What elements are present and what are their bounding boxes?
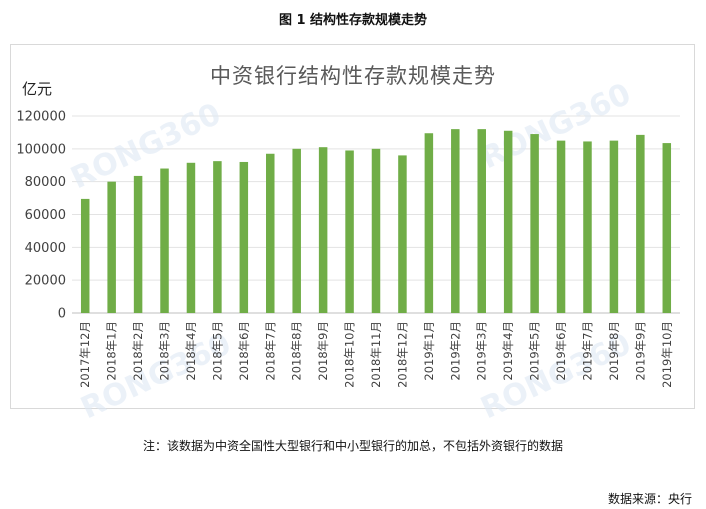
bar bbox=[186, 162, 196, 313]
bar bbox=[583, 141, 592, 313]
x-tick-label: 2017年12月 bbox=[78, 321, 92, 388]
x-tick-label: 2018年9月 bbox=[316, 321, 330, 381]
bar bbox=[662, 143, 672, 313]
bar bbox=[292, 148, 301, 313]
bar bbox=[398, 155, 407, 313]
x-tick-label: 2018年1月 bbox=[105, 321, 119, 381]
chart-title: 中资银行结构性存款规模走势 bbox=[210, 64, 496, 88]
x-tick-labels: 2017年12月 2018年1月 2018年2月 2018年3月 2018年4月 2018… bbox=[78, 321, 674, 388]
x-tick-label: 2019年10月 bbox=[660, 321, 674, 388]
x-tick-label: 2019年6月 bbox=[554, 321, 568, 381]
y-tick-label: 40000 bbox=[25, 241, 66, 256]
x-tick-label: 2018年11月 bbox=[369, 321, 383, 388]
y-axis-unit-label: 亿元 bbox=[22, 80, 53, 98]
bar bbox=[371, 148, 381, 313]
bar bbox=[636, 134, 645, 313]
x-tick-label: 2018年8月 bbox=[290, 321, 304, 381]
y-tick-labels: 0 20000 40000 60000 80000 100000 120000 bbox=[16, 110, 66, 322]
x-tick-label: 2018年5月 bbox=[210, 321, 224, 381]
y-tick-label: 0 bbox=[58, 307, 66, 322]
y-tick-label: 120000 bbox=[16, 110, 66, 125]
bar bbox=[213, 161, 222, 313]
bar bbox=[424, 133, 434, 313]
bar bbox=[345, 150, 354, 313]
x-tick-label: 2019年3月 bbox=[475, 321, 489, 381]
x-tick-label: 2018年12月 bbox=[395, 321, 409, 388]
figure-caption: 图 1 结构性存款规模走势 bbox=[278, 13, 428, 28]
footnote: 注：该数据为中资全国性大型银行和中小型银行的加总，不包括外资银行的数据 bbox=[142, 439, 563, 453]
bar bbox=[477, 129, 486, 313]
y-tick-label: 20000 bbox=[25, 274, 66, 289]
x-tick-label: 2018年6月 bbox=[237, 321, 251, 381]
x-tick-label: 2019年1月 bbox=[422, 321, 436, 381]
bar bbox=[503, 130, 513, 313]
x-tick-label: 2019年7月 bbox=[580, 321, 594, 381]
x-tick-label: 2019年2月 bbox=[448, 321, 462, 381]
y-tick-label: 80000 bbox=[25, 175, 66, 190]
bar bbox=[609, 140, 619, 313]
bar bbox=[133, 175, 143, 313]
y-tick-label: 60000 bbox=[25, 208, 66, 223]
bar bbox=[451, 129, 460, 313]
bar bbox=[556, 140, 566, 313]
bars bbox=[80, 129, 672, 313]
x-tick-label: 2018年2月 bbox=[131, 321, 145, 381]
bar bbox=[107, 181, 116, 313]
x-tick-label: 2019年5月 bbox=[528, 321, 542, 381]
x-tick-label: 2018年3月 bbox=[158, 321, 172, 381]
data-source: 数据来源：央行 bbox=[607, 492, 692, 506]
x-tick-label: 2019年8月 bbox=[607, 321, 621, 381]
x-tick-label: 2019年4月 bbox=[501, 321, 515, 381]
bar bbox=[239, 161, 249, 313]
bar bbox=[80, 198, 90, 313]
bar bbox=[160, 168, 169, 313]
bar bbox=[530, 134, 539, 313]
x-tick-label: 2018年4月 bbox=[184, 321, 198, 381]
bar bbox=[266, 153, 275, 313]
bar bbox=[318, 147, 328, 313]
x-tick-label: 2018年7月 bbox=[263, 321, 277, 381]
x-tick-label: 2019年9月 bbox=[633, 321, 647, 381]
y-tick-label: 100000 bbox=[16, 142, 66, 157]
x-tick-label: 2018年10月 bbox=[343, 321, 357, 388]
